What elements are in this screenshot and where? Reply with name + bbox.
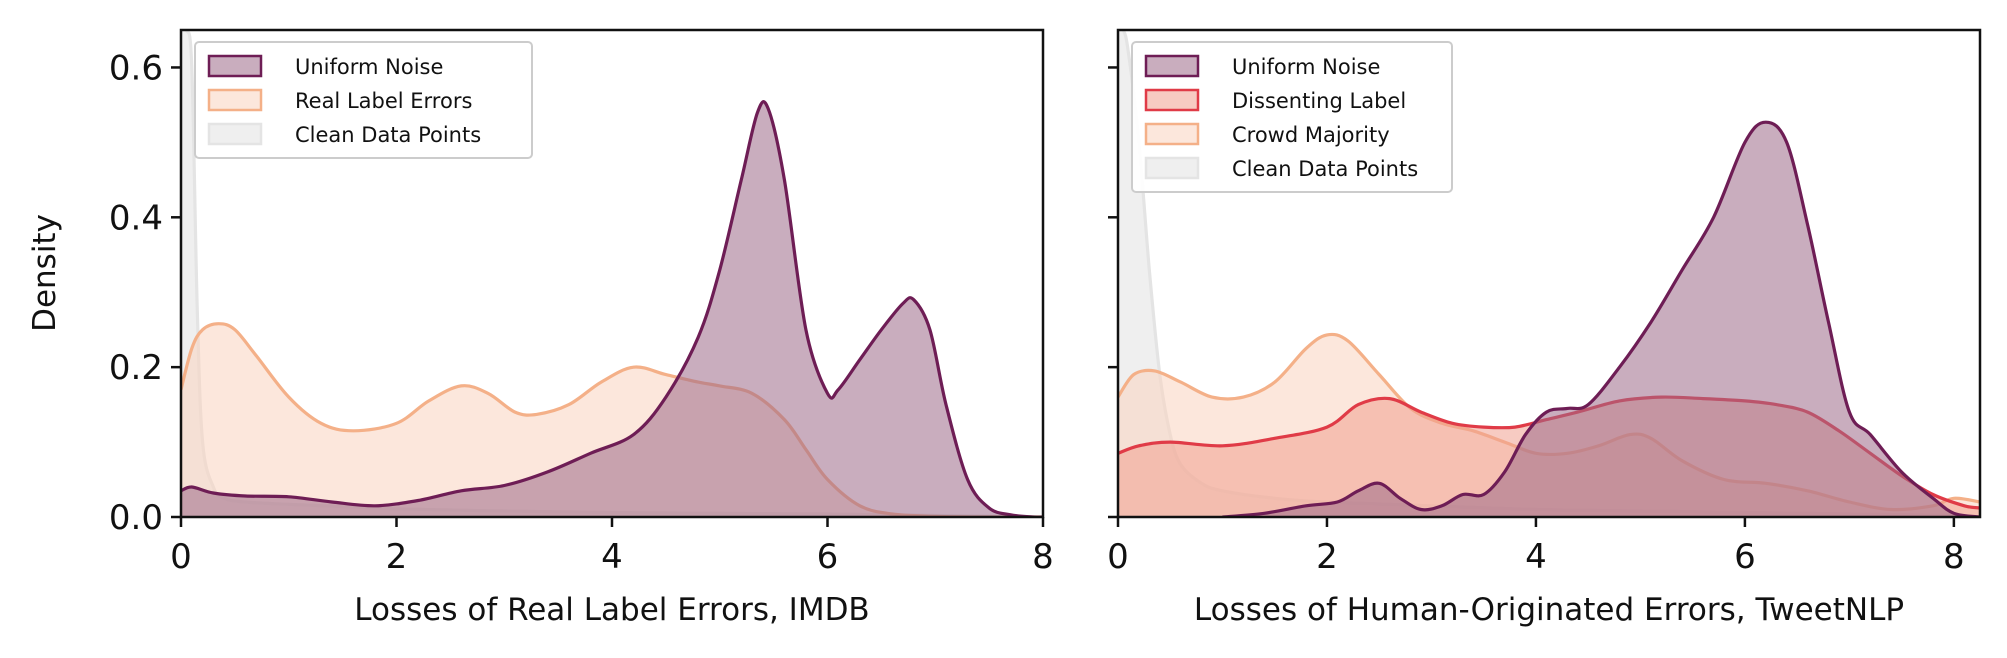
right-legend-item-dissenting-label: Dissenting Label (1144, 88, 1406, 113)
right-legend-item-crowd-majority: Crowd Majority (1144, 122, 1390, 147)
left-legend-label: Clean Data Points (295, 123, 481, 147)
left-legend-item-uniform-noise: Uniform Noise (207, 54, 443, 79)
right-legend-swatch (1144, 54, 1200, 78)
left-x-tick-label: 2 (386, 537, 408, 577)
left-uniform-noise-line (181, 100, 1043, 517)
left-legend-label: Uniform Noise (295, 55, 443, 79)
right-legend-label: Clean Data Points (1232, 157, 1418, 181)
right-legend-item-clean-data-points: Clean Data Points (1144, 156, 1418, 181)
left-x-tick-label: 4 (601, 537, 623, 577)
left-series-uniform-noise (181, 100, 1043, 517)
right-legend-item-uniform-noise: Uniform Noise (1144, 54, 1380, 79)
left-legend-swatch (207, 88, 263, 112)
right-x-tick-label: 2 (1316, 537, 1338, 577)
right-x-axis-label: Losses of Human-Originated Errors, Tweet… (1194, 592, 1904, 628)
left-y-tick-label: 0.6 (109, 48, 163, 88)
left-chart-panel: 0 2 4 6 8 0.0 0.2 0.4 0.6 Losses of Real Label E… (27, 28, 1054, 628)
right-legend: Uniform Noise Dissenting Label Crowd Major… (1131, 41, 1453, 193)
right-legend-swatch (1144, 156, 1200, 180)
left-x-tick-label: 0 (170, 537, 192, 577)
right-series-uniform-noise (1222, 120, 1980, 517)
right-legend-swatch (1144, 88, 1200, 112)
right-legend-label: Uniform Noise (1232, 55, 1380, 79)
y-axis-label: Density (27, 214, 63, 332)
left-x-axis-label: Losses of Real Label Errors, IMDB (354, 592, 869, 628)
left-legend-item-real-label-errors: Real Label Errors (207, 88, 472, 113)
left-y-tick-label: 0.4 (109, 198, 163, 238)
left-x-tick-label: 6 (817, 537, 839, 577)
left-legend-box (194, 41, 533, 159)
left-uniform-noise-area (181, 101, 1043, 517)
left-real-label-errors-area (181, 323, 1043, 517)
left-x-tick-label: 8 (1032, 537, 1054, 577)
right-x-tick-label: 6 (1734, 537, 1756, 577)
right-x-tick-label: 0 (1107, 537, 1129, 577)
right-legend-label: Dissenting Label (1232, 89, 1406, 113)
left-legend: Uniform Noise Real Label Errors Clean Data… (194, 41, 533, 159)
left-legend-item-clean-data-points: Clean Data Points (207, 122, 481, 147)
right-chart-panel: 0 2 4 6 8 Losses of Human-Originated Errors,… (1107, 28, 1982, 628)
right-plot-frame (1116, 28, 1982, 519)
right-uniform-noise-line (1222, 120, 1980, 517)
right-legend-swatch (1144, 122, 1200, 146)
right-uniform-noise-area (1222, 122, 1980, 517)
right-legend-box (1131, 41, 1453, 193)
left-legend-swatch (207, 54, 263, 78)
left-legend-swatch (207, 122, 263, 146)
right-legend-label: Crowd Majority (1232, 123, 1390, 147)
left-legend-label: Real Label Errors (295, 89, 472, 113)
right-x-tick-label: 4 (1525, 537, 1547, 577)
right-x-tick-label: 8 (1943, 537, 1965, 577)
left-y-tick-label: 0.0 (109, 498, 163, 538)
left-y-tick-label: 0.2 (109, 348, 163, 388)
